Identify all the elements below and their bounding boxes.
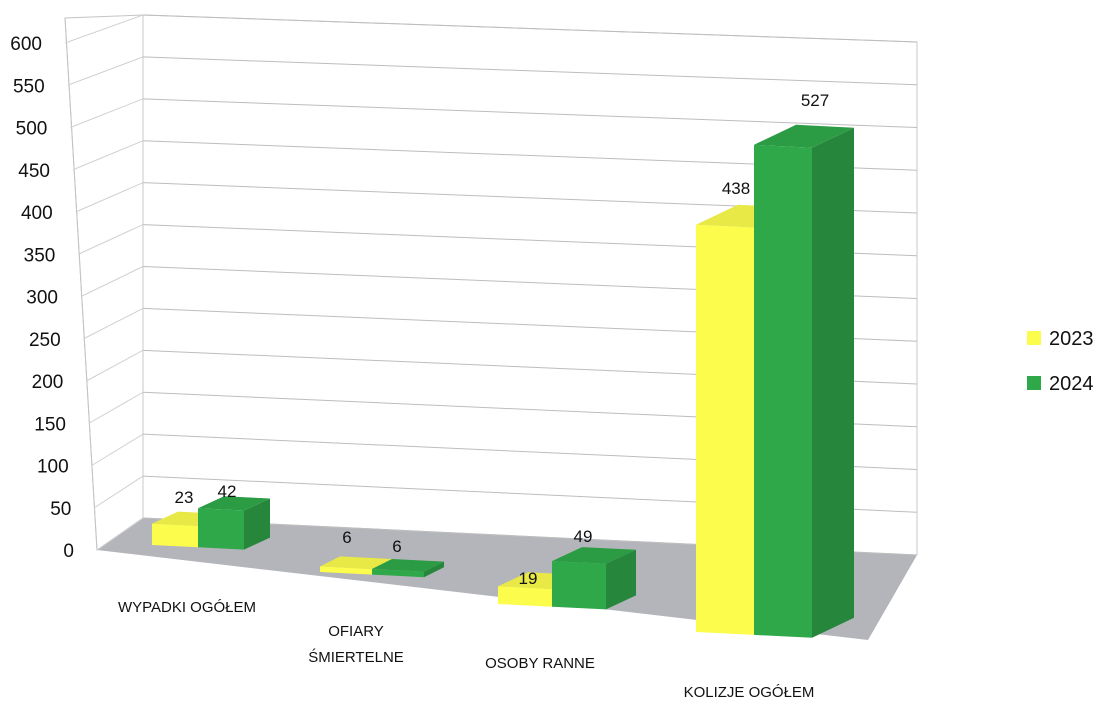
y-tick-label: 200 — [32, 372, 64, 393]
y-tick-label: 550 — [13, 76, 45, 97]
gridline-side — [91, 433, 144, 466]
category-label: OSOBY RANNE — [485, 655, 595, 672]
y-tick-label: 50 — [50, 499, 71, 520]
y-tick-label: 350 — [24, 245, 56, 266]
gridline-side — [75, 182, 144, 213]
chart-left-wall — [64, 14, 144, 551]
data-label: 438 — [722, 179, 750, 198]
legend-label: 2024 — [1049, 373, 1094, 395]
y-tick-label: 400 — [21, 203, 53, 224]
gridline-side — [64, 14, 144, 44]
gridline-side — [86, 349, 144, 382]
y-tick-label: 150 — [34, 414, 66, 435]
gridline-side — [83, 307, 144, 340]
bar-side — [812, 127, 854, 638]
data-label: 23 — [175, 488, 194, 507]
y-tick-label: 0 — [63, 541, 74, 562]
gridline — [142, 56, 918, 86]
y-tick-label: 250 — [29, 330, 61, 351]
bar-top — [198, 496, 270, 511]
chart-left-wall-edge — [64, 17, 98, 551]
y-tick-label: 100 — [37, 457, 69, 478]
category-label: KOLIZJE OGÓŁEM — [684, 684, 815, 701]
legend-swatch — [1027, 376, 1041, 390]
gridline — [142, 98, 918, 128]
bar — [696, 224, 754, 635]
bar-side — [606, 549, 636, 610]
legend-label: 2023 — [1049, 328, 1094, 350]
gridline-side — [70, 98, 144, 128]
data-label: 527 — [801, 91, 829, 110]
category-label: ŚMIERTELNE — [308, 648, 404, 666]
bar-top — [372, 559, 444, 572]
y-tick-label: 500 — [16, 119, 48, 140]
gridline-side — [88, 391, 144, 424]
bar — [152, 523, 198, 548]
gridline-side — [72, 140, 144, 171]
data-label: 6 — [342, 528, 351, 547]
bar-side — [244, 498, 270, 550]
y-tick-label: 300 — [26, 288, 58, 309]
gridline-side — [96, 517, 144, 551]
gridline-side — [67, 56, 144, 86]
data-label: 49 — [574, 527, 593, 546]
legend-swatch — [1027, 331, 1041, 345]
bar — [498, 586, 552, 607]
bar — [320, 566, 372, 575]
gridline — [142, 14, 918, 43]
bar-top — [552, 547, 636, 564]
bar-side — [424, 561, 444, 578]
y-tick-label: 600 — [10, 34, 42, 55]
data-label: 42 — [218, 482, 237, 501]
gridline-side — [78, 224, 144, 255]
bar — [552, 561, 606, 610]
gridline-side — [94, 475, 144, 509]
gridline-side — [80, 266, 144, 297]
data-label: 6 — [392, 537, 401, 556]
category-label: WYPADKI OGÓŁEM — [118, 599, 256, 616]
data-label: 19 — [519, 569, 538, 588]
bar — [754, 144, 812, 638]
category-label: OFIARY — [328, 623, 384, 640]
bar-top — [754, 124, 854, 148]
y-tick-label: 450 — [18, 161, 50, 182]
bar-top — [320, 556, 392, 569]
bar — [198, 508, 244, 550]
bar — [372, 569, 424, 578]
